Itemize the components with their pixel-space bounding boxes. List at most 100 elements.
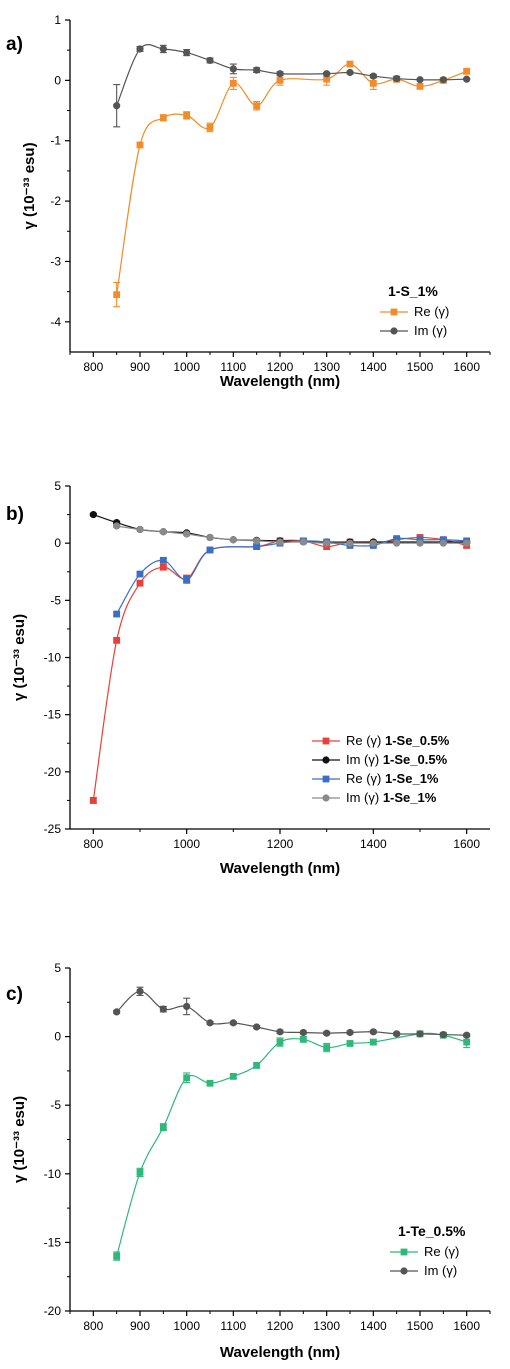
data-point (369, 1038, 377, 1046)
x-axis-title: Wavelength (nm) (220, 860, 340, 877)
series-line (116, 44, 467, 106)
y-tick-label: -4 (50, 315, 61, 329)
data-point (276, 76, 284, 84)
data-point (229, 1019, 237, 1027)
legend-title: 1-Te_0.5% (398, 1223, 466, 1239)
legend: Re (γ) 1-Se_0.5% Im (γ) 1-Se_0.5% Re (γ) 1… (312, 733, 450, 805)
data-point (206, 546, 214, 554)
data-point (463, 1031, 471, 1039)
legend-marker (322, 794, 330, 802)
data-point (253, 1062, 261, 1069)
data-point (159, 1123, 167, 1131)
x-tick-label: 1300 (313, 360, 340, 374)
data-point (229, 79, 237, 87)
x-tick-label: 1600 (453, 837, 480, 851)
x-tick-label: 1200 (267, 1319, 294, 1333)
data-point (206, 533, 214, 542)
data-point (276, 70, 284, 78)
x-tick-label: 1100 (220, 1319, 246, 1333)
x-tick-label: 1300 (313, 1319, 340, 1333)
y-axis-title: γ (10⁻³³ esu) (21, 142, 38, 229)
x-tick-label: 1200 (267, 837, 294, 851)
data-point (416, 1030, 424, 1038)
y-axis-title: γ (10⁻³³ esu) (11, 614, 28, 701)
data-point (159, 1005, 167, 1013)
data-point (393, 539, 401, 547)
x-tick-label: 1600 (453, 360, 480, 374)
data-point (206, 1079, 214, 1087)
y-tick-label: 0 (54, 536, 61, 550)
data-point (299, 538, 307, 546)
chart-panel-3: c) 5 0 -5 -10 -15 -20 800 900 1000 1100 1200 1300 140… (6, 961, 491, 1361)
panel-label: c) (6, 984, 23, 1005)
data-point (159, 563, 167, 571)
y-tick-label: -15 (44, 1235, 62, 1249)
data-point (183, 576, 191, 584)
data-point (113, 102, 121, 110)
data-point (323, 539, 331, 547)
y-tick-label: 5 (54, 961, 61, 975)
data-point (463, 539, 471, 547)
data-point (113, 522, 121, 530)
legend-marker (322, 737, 330, 745)
data-point (113, 636, 121, 644)
data-point (253, 537, 261, 545)
data-point (136, 45, 144, 53)
data-point (416, 539, 424, 547)
y-tick-label: 0 (54, 73, 61, 87)
data-point (229, 536, 237, 544)
legend-marker (390, 308, 398, 316)
data-point (416, 76, 424, 84)
data-point (113, 610, 121, 618)
data-point (299, 1035, 307, 1043)
data-point (323, 70, 331, 78)
data-point (159, 114, 167, 122)
data-point (369, 539, 377, 547)
x-tick-label: 900 (130, 1319, 150, 1333)
data-point (253, 543, 261, 550)
data-point (463, 67, 471, 75)
data-point (439, 539, 447, 547)
legend-entry-1: Re (γ) 1-Se_0.5% (346, 733, 450, 748)
data-point (113, 291, 121, 299)
series-2 (113, 44, 471, 128)
x-tick-label: 900 (130, 360, 150, 374)
data-point (183, 48, 191, 57)
y-tick-label: -15 (44, 708, 62, 722)
data-point (346, 68, 354, 77)
data-point (183, 530, 191, 538)
x-tick-label: 800 (83, 1319, 103, 1333)
y-tick-label: 0 (54, 1030, 61, 1044)
data-point (323, 1029, 331, 1037)
y-tick-label: -5 (50, 593, 61, 607)
data-point (136, 570, 144, 578)
x-tick-label: 1400 (360, 837, 387, 851)
y-tick-label: -10 (44, 651, 62, 665)
data-point (183, 1074, 191, 1082)
y-tick-label: -2 (50, 194, 61, 208)
x-tick-label: 1000 (173, 360, 200, 374)
data-point (253, 66, 261, 74)
data-point (346, 1028, 354, 1037)
legend-entry-2: Im (γ) (414, 323, 447, 338)
legend: 1-S_1% Re (γ) Im (γ) (380, 283, 449, 338)
data-point (159, 45, 167, 53)
series-1 (113, 1030, 471, 1261)
x-tick-label: 800 (83, 837, 103, 851)
legend-marker (390, 327, 398, 335)
x-tick-label: 1000 (173, 1319, 200, 1333)
legend: 1-Te_0.5% Re (γ) Im (γ) (390, 1223, 466, 1278)
data-point (369, 79, 377, 87)
legend-marker (400, 1248, 408, 1256)
legend-marker (322, 775, 330, 783)
data-point (183, 1002, 191, 1011)
legend-entry-1: Re (γ) (424, 1244, 459, 1259)
legend-marker (322, 756, 330, 764)
legend-entry-3: Re (γ) 1-Se_1% (346, 771, 439, 786)
data-point (159, 528, 167, 536)
data-point (253, 102, 261, 110)
data-point (439, 1030, 447, 1039)
data-point (276, 538, 284, 546)
x-tick-label: 800 (83, 360, 103, 374)
